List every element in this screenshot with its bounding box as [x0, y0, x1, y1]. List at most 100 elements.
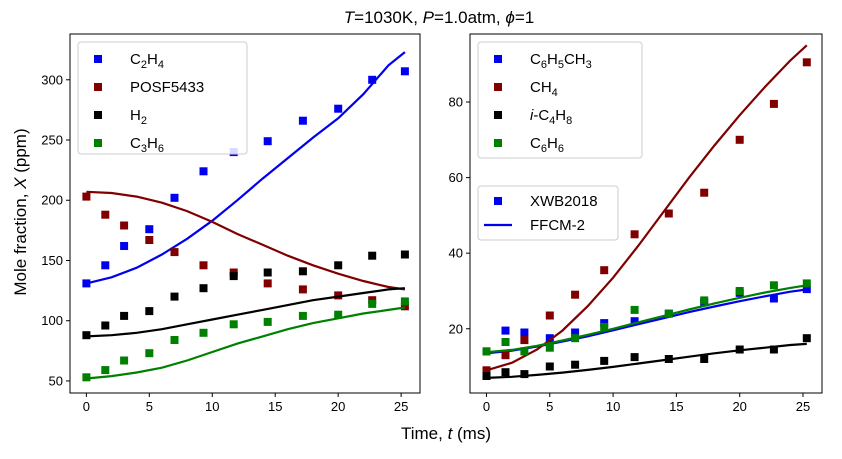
left-c3h6-model-line — [86, 306, 406, 380]
right-ch4-data-point — [571, 290, 580, 299]
left-x-tick-label: 5 — [146, 399, 153, 414]
left-y-tick-label: 250 — [41, 133, 63, 148]
right-c6h6-data-point — [630, 305, 639, 314]
title-temperature-value: =1030K, — [354, 8, 423, 27]
left-y-tick-label: 150 — [41, 253, 63, 268]
left-legend-label-c2h4: C2H4 — [130, 51, 164, 71]
left-y-tick-label: 300 — [41, 72, 63, 87]
right-ch4-data-point — [802, 58, 811, 67]
right-legend-marker-c6h6 — [494, 139, 502, 147]
y-axis-label: Mole fraction, X (ppm) — [11, 128, 30, 295]
left-posf5433-data-point — [170, 248, 179, 257]
right-c6h6-data-point — [802, 279, 811, 288]
left-panel: 0 5 10 15 20 2550100150200250300C2H4POSF5433H… — [41, 33, 421, 414]
right-legend-label-ch4-s1: 4 — [552, 87, 558, 99]
left-c3h6-data-point — [229, 320, 238, 329]
right-i-c4h8-data-point — [769, 345, 778, 354]
left-c2h4-data-point — [101, 261, 110, 270]
right-y-tick-label: 60 — [449, 170, 463, 185]
left-y-tick-label: 100 — [41, 313, 63, 328]
right-c6h6-data-point — [700, 296, 709, 305]
left-h2-data-point — [298, 267, 307, 276]
right-y-tick-label: 80 — [449, 95, 463, 110]
right-ch4-data-point — [501, 351, 510, 360]
left-x-tick-label: 15 — [268, 399, 282, 414]
right-x-tick-label: 0 — [483, 399, 490, 414]
left-c3h6-data-point — [120, 356, 129, 365]
right-x-tick-label: 10 — [606, 399, 620, 414]
right-c6h5ch3-data-point — [769, 294, 778, 303]
left-c3h6-data-point — [101, 366, 110, 375]
right-legend-label-c6h5ch3: C6H5CH3 — [530, 51, 592, 71]
right-legend-label-ch4-base: CH — [530, 79, 552, 96]
left-legend-marker-posf5433 — [94, 83, 102, 91]
right-legend-label-c6h6-s2: 6 — [558, 143, 564, 155]
right-i-c4h8-data-point — [545, 362, 554, 371]
right-i-c4h8-data-point — [664, 355, 673, 363]
right-x-tick-label: 25 — [796, 399, 810, 414]
title-pressure-symbol: P — [423, 8, 435, 27]
left-posf5433-data-point — [334, 291, 343, 300]
right-c6h5ch3-data-point — [630, 317, 639, 326]
right-legend-label-ch4: CH4 — [530, 79, 558, 99]
right-y-tick-label: 20 — [449, 321, 463, 336]
left-legend-marker-c3h6 — [94, 139, 102, 147]
left-legend-label-c2h4-s1: 2 — [141, 59, 147, 71]
right-ch4-data-point — [735, 135, 744, 144]
left-h2-data-point — [199, 284, 208, 293]
left-legend-label-posf5433: POSF5433 — [130, 79, 204, 96]
left-c3h6-data-point — [170, 336, 179, 344]
right-c6h5ch3-data-point — [802, 285, 811, 294]
left-c2h4-data-point — [120, 242, 129, 250]
right-legend-label-c6h5ch3-base: C — [530, 51, 541, 68]
right-legend-marker-i-c4h8 — [494, 111, 502, 119]
title-pressure-value: =1.0atm, — [434, 8, 505, 27]
left-x-tick-label: 10 — [205, 399, 219, 414]
right-x-tick-label: 20 — [732, 399, 746, 414]
left-y-tick-label: 50 — [49, 373, 63, 388]
right-ch4-data-point — [482, 366, 491, 375]
right-legend-label-c6h6: C6H6 — [530, 135, 564, 155]
left-legend-label-c2h4-s2: 4 — [158, 59, 164, 71]
right-ch4-data-point — [630, 230, 639, 239]
right-c6h6-data-point — [482, 347, 491, 356]
right-species-legend-box — [477, 41, 643, 159]
left-c2h4-data-point — [145, 225, 154, 234]
style-legend-label-ffcm-2: FFCM-2 — [530, 217, 585, 234]
left-y-tick-label: 200 — [41, 193, 63, 208]
right-legend-label-i-c4h8-base: -C — [533, 107, 549, 124]
style-legend-marker-xwb2018 — [494, 197, 502, 205]
left-posf5433-data-point — [145, 236, 154, 244]
left-c2h4-data-point — [368, 75, 377, 84]
left-h2-data-point — [400, 250, 409, 259]
left-posf5433-data-point — [400, 302, 409, 311]
left-posf5433-data-point — [199, 261, 208, 270]
y-axis-label-unit: (ppm) — [11, 128, 30, 177]
right-legend-label-i-c4h8-s2: 8 — [566, 115, 572, 127]
left-h2-model-line — [86, 287, 405, 338]
left-c3h6-data-point — [199, 328, 208, 337]
left-h2-data-point — [334, 261, 343, 270]
right-ch4-data-point — [664, 209, 673, 218]
left-c3h6-data-point — [298, 311, 307, 320]
left-posf5433-model-line — [86, 190, 406, 291]
left-x-tick-label: 25 — [394, 399, 408, 414]
right-ch4-data-point — [700, 188, 709, 197]
left-c3h6-data-point — [368, 299, 377, 308]
left-posf5433-data-point — [120, 221, 129, 230]
left-species-legend-box — [77, 41, 248, 155]
right-legend-label-c6h6-s1: 6 — [541, 143, 547, 155]
style-legend-label-xwb2018: XWB2018 — [530, 193, 598, 210]
right-legend-label-c6h6-mid: H — [547, 135, 558, 152]
left-legend-label-c3h6: C3H6 — [130, 135, 164, 155]
left-h2-data-point — [263, 268, 272, 277]
left-c2h4-data-point — [400, 67, 409, 76]
left-h2-data-point — [101, 321, 110, 330]
right-legend-marker-c6h5ch3 — [494, 55, 502, 63]
left-c3h6-data-point — [263, 317, 272, 326]
left-c2h4-data-point — [298, 116, 307, 125]
right-x-tick-label: 5 — [546, 399, 553, 414]
left-h2-data-point — [120, 311, 129, 320]
